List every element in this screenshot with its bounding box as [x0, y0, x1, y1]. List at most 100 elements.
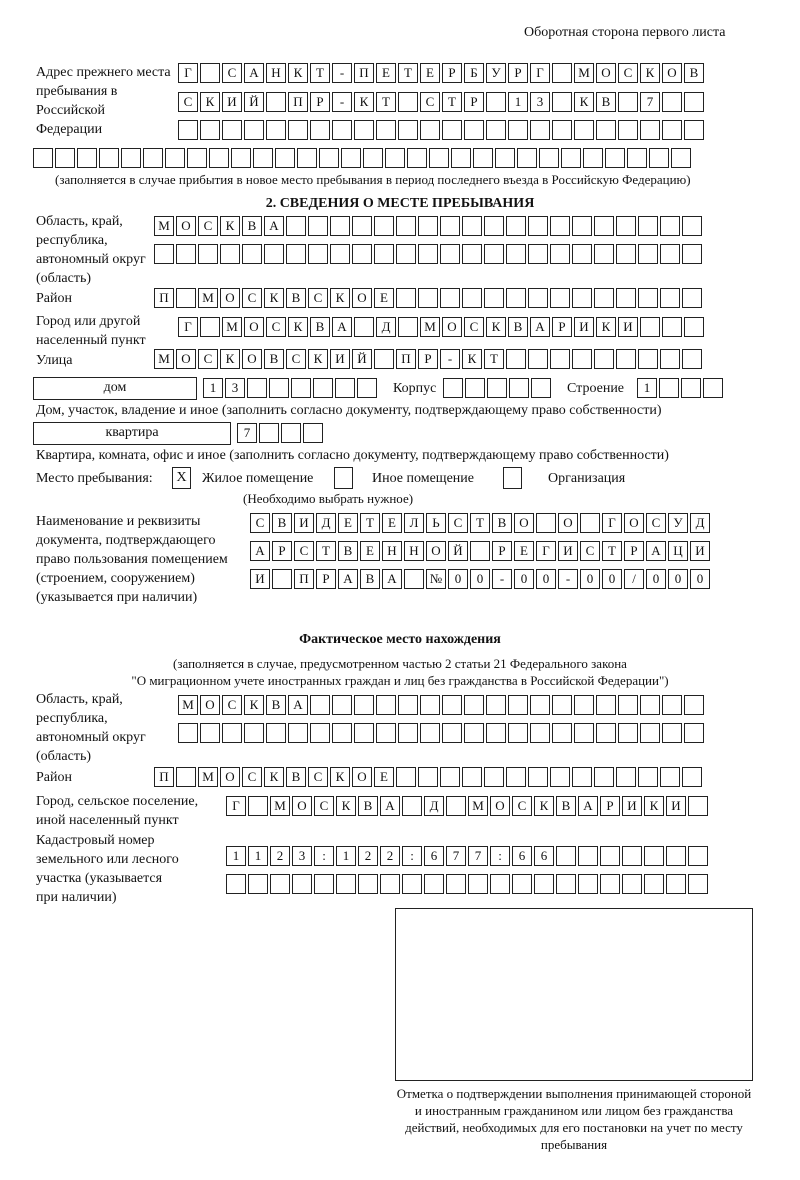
- char-cell[interactable]: К: [596, 317, 616, 337]
- char-cell[interactable]: [248, 796, 268, 816]
- char-cell[interactable]: [462, 767, 482, 787]
- char-cell[interactable]: С: [580, 541, 600, 561]
- char-cell[interactable]: [487, 378, 507, 398]
- char-cell[interactable]: М: [468, 796, 488, 816]
- char-cell[interactable]: [440, 216, 460, 236]
- char-cell[interactable]: А: [250, 541, 270, 561]
- char-cell[interactable]: 1: [203, 378, 223, 398]
- char-cell[interactable]: А: [380, 796, 400, 816]
- char-cell[interactable]: [638, 349, 658, 369]
- char-cell[interactable]: В: [286, 767, 306, 787]
- char-cell[interactable]: [596, 723, 616, 743]
- char-cell[interactable]: [659, 378, 679, 398]
- char-cell[interactable]: [660, 349, 680, 369]
- char-cell[interactable]: [688, 796, 708, 816]
- char-cell[interactable]: Д: [316, 513, 336, 533]
- char-cell[interactable]: М: [270, 796, 290, 816]
- char-cell[interactable]: [198, 244, 218, 264]
- char-cell[interactable]: [596, 695, 616, 715]
- char-cell[interactable]: [484, 767, 504, 787]
- char-cell[interactable]: [420, 723, 440, 743]
- char-cell[interactable]: С: [178, 92, 198, 112]
- char-cell[interactable]: [165, 148, 185, 168]
- char-cell[interactable]: -: [558, 569, 578, 589]
- char-cell[interactable]: [396, 216, 416, 236]
- char-cell[interactable]: [660, 216, 680, 236]
- char-cell[interactable]: М: [178, 695, 198, 715]
- char-cell[interactable]: Е: [376, 63, 396, 83]
- char-cell[interactable]: [341, 148, 361, 168]
- char-cell[interactable]: [486, 120, 506, 140]
- char-cell[interactable]: С: [448, 513, 468, 533]
- char-cell[interactable]: [402, 874, 422, 894]
- char-cell[interactable]: [99, 148, 119, 168]
- char-cell[interactable]: [178, 120, 198, 140]
- char-cell[interactable]: С: [308, 767, 328, 787]
- char-cell[interactable]: О: [220, 288, 240, 308]
- char-cell[interactable]: 6: [512, 846, 532, 866]
- char-cell[interactable]: [465, 378, 485, 398]
- char-cell[interactable]: [396, 767, 416, 787]
- char-cell[interactable]: [396, 244, 416, 264]
- char-cell[interactable]: Р: [316, 569, 336, 589]
- char-cell[interactable]: 7: [446, 846, 466, 866]
- char-cell[interactable]: К: [486, 317, 506, 337]
- char-cell[interactable]: К: [330, 288, 350, 308]
- char-cell[interactable]: [398, 723, 418, 743]
- char-cell[interactable]: [552, 723, 572, 743]
- char-cell[interactable]: [443, 378, 463, 398]
- char-cell[interactable]: К: [244, 695, 264, 715]
- char-cell[interactable]: О: [242, 349, 262, 369]
- char-cell[interactable]: [486, 695, 506, 715]
- char-cell[interactable]: В: [684, 63, 704, 83]
- char-cell[interactable]: [616, 244, 636, 264]
- char-cell[interactable]: [703, 378, 723, 398]
- char-cell[interactable]: А: [646, 541, 666, 561]
- char-cell[interactable]: :: [314, 846, 334, 866]
- char-cell[interactable]: [508, 695, 528, 715]
- char-cell[interactable]: [534, 874, 554, 894]
- char-cell[interactable]: Н: [404, 541, 424, 561]
- char-cell[interactable]: И: [574, 317, 594, 337]
- char-cell[interactable]: [363, 148, 383, 168]
- char-cell[interactable]: [200, 723, 220, 743]
- char-cell[interactable]: О: [352, 767, 372, 787]
- char-cell[interactable]: [638, 767, 658, 787]
- char-cell[interactable]: 0: [668, 569, 688, 589]
- char-cell[interactable]: Е: [374, 288, 394, 308]
- char-cell[interactable]: Р: [464, 92, 484, 112]
- char-cell[interactable]: [556, 846, 576, 866]
- char-cell[interactable]: Е: [374, 767, 394, 787]
- char-cell[interactable]: [530, 695, 550, 715]
- char-cell[interactable]: [506, 244, 526, 264]
- document-row-3[interactable]: И П Р А В А № 0 0-0 0-0 0/0 0 0: [250, 569, 712, 591]
- char-cell[interactable]: [640, 317, 660, 337]
- char-cell[interactable]: К: [264, 288, 284, 308]
- char-cell[interactable]: [594, 244, 614, 264]
- char-cell[interactable]: Р: [418, 349, 438, 369]
- char-cell[interactable]: [616, 288, 636, 308]
- char-cell[interactable]: [266, 92, 286, 112]
- char-cell[interactable]: [220, 244, 240, 264]
- char-cell[interactable]: :: [402, 846, 422, 866]
- char-cell[interactable]: С: [222, 63, 242, 83]
- char-cell[interactable]: Г: [536, 541, 556, 561]
- char-cell[interactable]: 0: [646, 569, 666, 589]
- char-cell[interactable]: В: [358, 796, 378, 816]
- char-cell[interactable]: [638, 244, 658, 264]
- char-cell[interactable]: [572, 216, 592, 236]
- char-cell[interactable]: [530, 723, 550, 743]
- char-cell[interactable]: [451, 148, 471, 168]
- char-cell[interactable]: 1: [248, 846, 268, 866]
- char-cell[interactable]: В: [264, 349, 284, 369]
- char-cell[interactable]: Р: [310, 92, 330, 112]
- char-cell[interactable]: [618, 695, 638, 715]
- char-cell[interactable]: Г: [602, 513, 622, 533]
- char-cell[interactable]: В: [272, 513, 292, 533]
- char-cell[interactable]: П: [288, 92, 308, 112]
